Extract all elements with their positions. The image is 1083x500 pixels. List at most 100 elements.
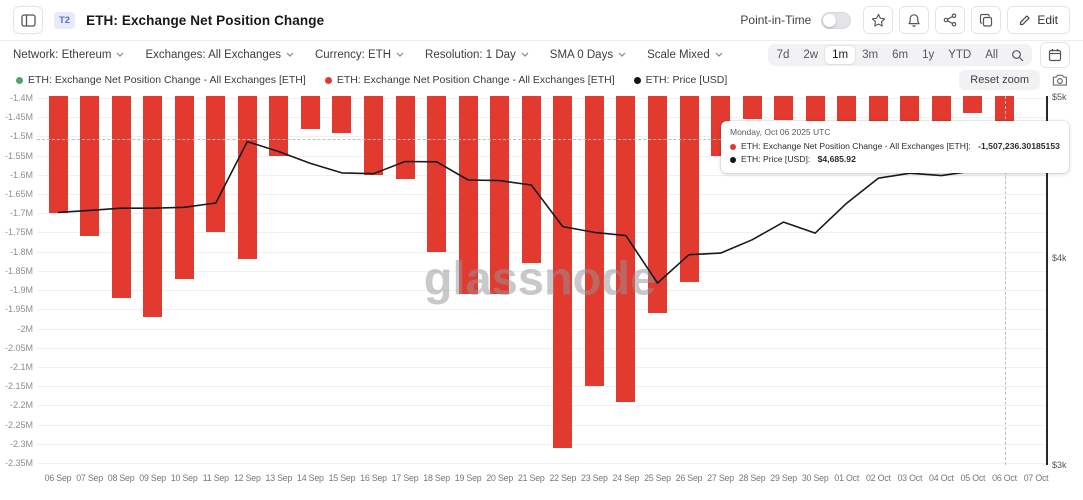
x-axis-label: 15 Sep xyxy=(328,473,356,483)
y-axis-label: -1.4M xyxy=(9,93,33,103)
bar-net-position-change[interactable] xyxy=(174,96,194,279)
range-2w[interactable]: 2w xyxy=(803,48,819,61)
legend-item-2[interactable]: ETH: Price [USD] xyxy=(633,74,728,86)
x-axis-label: 01 Oct xyxy=(834,473,860,483)
x-axis-label: 16 Sep xyxy=(360,473,387,483)
share-button[interactable] xyxy=(935,6,966,34)
tooltip-series-value: -1,507,236.30185153 xyxy=(978,141,1060,151)
range-6m[interactable]: 6m xyxy=(892,48,909,61)
filter-scale-label: Scale Mixed xyxy=(647,48,710,61)
bar-net-position-change[interactable] xyxy=(206,96,226,233)
price-axis-label: $4k xyxy=(1052,252,1067,263)
camera-icon[interactable] xyxy=(1052,73,1069,88)
bar-net-position-change[interactable] xyxy=(963,96,983,114)
range-1y[interactable]: 1y xyxy=(922,48,935,61)
filter-exchanges[interactable]: Exchanges: All Exchanges xyxy=(145,49,294,61)
legend-item-1[interactable]: ETH: Exchange Net Position Change - All … xyxy=(324,74,615,86)
time-range-selector: 7d 2w 1m 3m 6m 1y YTD All xyxy=(767,43,1032,66)
y-axis-label: -1.6M xyxy=(9,169,33,180)
y-axis-label: -1.7M xyxy=(9,208,33,219)
top-header: T2 ETH: Exchange Net Position Change Poi… xyxy=(0,0,1083,41)
bar-net-position-change[interactable] xyxy=(837,96,857,123)
range-all[interactable]: All xyxy=(985,48,998,61)
x-axis-label: 13 Sep xyxy=(265,473,293,483)
bar-net-position-change[interactable] xyxy=(868,96,888,123)
gridline xyxy=(37,328,1047,330)
gridline xyxy=(37,98,1047,99)
alerts-button[interactable] xyxy=(899,6,930,34)
y-axis-label: -1.65M xyxy=(4,189,33,200)
bar-net-position-change[interactable] xyxy=(931,96,951,123)
range-7d[interactable]: 7d xyxy=(776,48,790,61)
y-axis-label: -1.9M xyxy=(9,285,33,296)
bar-net-position-change[interactable] xyxy=(143,96,163,317)
price-axis-label: $3k xyxy=(1052,460,1067,470)
filter-currency-label: Currency: ETH xyxy=(314,48,392,61)
bar-net-position-change[interactable] xyxy=(332,96,352,133)
bar-net-position-change[interactable] xyxy=(364,96,383,175)
legend-label: ETH: Exchange Net Position Change - All … xyxy=(336,74,615,86)
range-ytd[interactable]: YTD xyxy=(948,48,972,61)
date-picker-button[interactable] xyxy=(1040,41,1070,68)
sidebar-toggle-button[interactable] xyxy=(13,6,43,34)
bar-net-position-change[interactable] xyxy=(48,96,68,214)
bar-net-position-change[interactable] xyxy=(616,96,636,402)
edit-button-label: Edit xyxy=(1037,13,1058,27)
edit-button[interactable]: Edit xyxy=(1007,6,1070,34)
legend-label: ETH: Price [USD] xyxy=(645,74,728,86)
range-1m[interactable]: 1m xyxy=(825,45,856,64)
bar-net-position-change[interactable] xyxy=(774,96,794,120)
bar-net-position-change[interactable] xyxy=(805,96,825,122)
gridline xyxy=(37,424,1047,426)
bar-net-position-change[interactable] xyxy=(427,96,447,252)
x-axis-label: 03 Oct xyxy=(897,473,923,483)
tooltip-row-0: ETH: Exchange Net Position Change - All … xyxy=(730,140,1060,153)
favorite-button[interactable] xyxy=(863,6,894,34)
filter-resolution[interactable]: Resolution: 1 Day xyxy=(425,49,529,61)
reset-zoom-button[interactable]: Reset zoom xyxy=(959,70,1040,90)
x-axis-label: 24 Sep xyxy=(612,473,640,483)
bar-net-position-change[interactable] xyxy=(111,96,131,298)
y-axis-label: -1.8M xyxy=(9,246,33,257)
x-axis-label: 23 Sep xyxy=(581,473,608,483)
bar-net-position-change[interactable] xyxy=(679,96,699,283)
bar-net-position-change[interactable] xyxy=(521,96,541,264)
tooltip-series-dot xyxy=(730,143,736,150)
range-3m[interactable]: 3m xyxy=(862,48,879,61)
filter-scale[interactable]: Scale Mixed xyxy=(647,49,723,61)
duplicate-button[interactable] xyxy=(971,6,1002,34)
x-axis-label: 19 Sep xyxy=(454,473,482,483)
filter-dropdowns: Network: Ethereum Exchanges: All Exchange… xyxy=(13,49,723,61)
y-axis-label: -1.95M xyxy=(4,304,33,315)
x-axis-label: 17 Sep xyxy=(391,473,419,483)
x-axis-label: 10 Sep xyxy=(170,473,198,483)
bar-net-position-change[interactable] xyxy=(269,96,289,156)
star-icon xyxy=(871,13,886,28)
filter-resolution-label: Resolution: 1 Day xyxy=(425,48,516,61)
filter-sma[interactable]: SMA 0 Days xyxy=(550,49,626,61)
filter-currency[interactable]: Currency: ETH xyxy=(315,49,404,61)
legend-dot xyxy=(633,76,641,84)
point-in-time-toggle[interactable] xyxy=(821,11,852,29)
y-axis-label: -2.25M xyxy=(4,419,33,430)
filter-network[interactable]: Network: Ethereum xyxy=(13,49,124,61)
bar-net-position-change[interactable] xyxy=(80,96,100,237)
bar-net-position-change[interactable] xyxy=(742,96,762,120)
y-axis-label: -2.15M xyxy=(4,381,33,392)
bar-net-position-change[interactable] xyxy=(237,96,257,260)
x-axis-label: 02 Oct xyxy=(865,473,891,483)
bar-net-position-change[interactable] xyxy=(300,96,320,129)
zoom-select-button[interactable] xyxy=(1005,47,1030,62)
magnifier-icon xyxy=(1011,49,1024,62)
calendar-icon xyxy=(1048,48,1062,62)
page-title: ETH: Exchange Net Position Change xyxy=(86,12,325,28)
chevron-down-icon xyxy=(286,52,294,57)
legend-item-0[interactable]: ETH: Exchange Net Position Change - All … xyxy=(16,74,306,86)
chevron-down-icon xyxy=(116,52,124,57)
tooltip-series-dot xyxy=(730,156,736,163)
bar-net-position-change[interactable] xyxy=(900,96,920,122)
tooltip-series-label: ETH: Price [USD]: xyxy=(741,154,813,164)
x-axis-label: 04 Oct xyxy=(929,473,954,483)
bar-net-position-change[interactable] xyxy=(395,96,415,179)
